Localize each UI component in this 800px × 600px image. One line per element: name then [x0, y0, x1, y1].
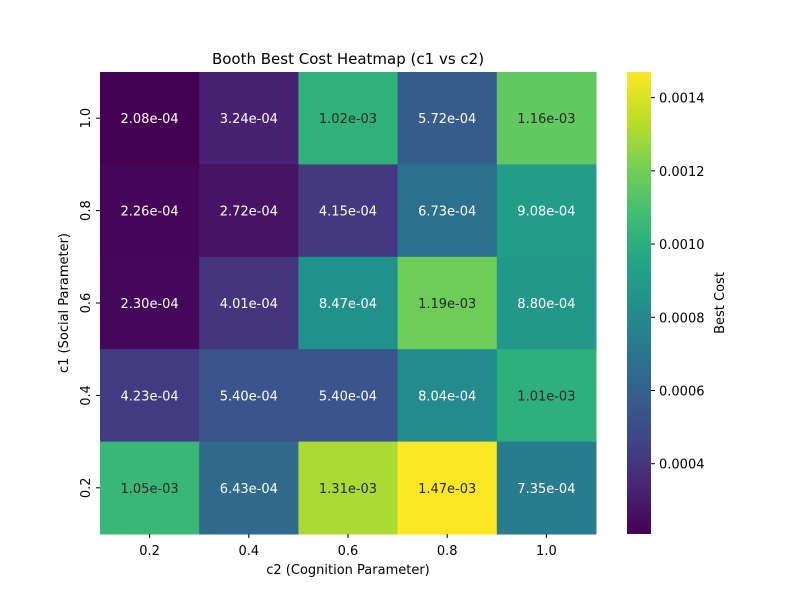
x-axis-ticks: 0.2 0.4 0.6 0.8 1.0	[139, 534, 557, 559]
cell-value-label: 4.23e-04	[121, 389, 179, 404]
heatmap-cell	[100, 349, 200, 443]
y-tick-label: 1.0	[79, 108, 94, 129]
cell-value-label: 5.72e-04	[418, 112, 476, 127]
cell-value-label: 8.47e-04	[319, 297, 377, 312]
cell-value-label: 3.24e-04	[220, 112, 278, 127]
cell-value-label: 4.15e-04	[319, 205, 377, 220]
cell-value-label: 8.80e-04	[517, 297, 575, 312]
heatmap-cell	[199, 441, 299, 535]
cell-value-label: 2.26e-04	[121, 205, 179, 220]
y-tick-label: 0.8	[79, 200, 94, 221]
cell-value-label: 7.35e-04	[517, 482, 575, 497]
heatmap-cell	[298, 72, 399, 165]
heatmap-cells: 2.08e-04 3.24e-04 1.02e-03 5.72e-04 1.16e-03…	[100, 72, 597, 535]
heatmap-cell	[199, 256, 299, 350]
chart-title: Booth Best Cost Heatmap (c1 vs c2)	[212, 50, 484, 68]
colorbar-tick-label: 0.0014	[659, 92, 705, 107]
heatmap-cell	[397, 441, 498, 535]
cell-value-label: 5.40e-04	[319, 389, 377, 404]
heatmap-cell	[298, 256, 399, 350]
heatmap-cell	[397, 256, 498, 350]
x-tick-label: 0.4	[238, 544, 259, 559]
cell-value-label: 9.08e-04	[517, 205, 575, 220]
heatmap-cell	[199, 164, 299, 258]
x-tick-label: 1.0	[536, 544, 557, 559]
x-tick-label: 0.8	[437, 544, 458, 559]
x-tick-label: 0.6	[338, 544, 359, 559]
cell-value-label: 8.04e-04	[418, 389, 476, 404]
cell-value-label: 2.30e-04	[121, 297, 179, 312]
heatmap-cell	[496, 256, 597, 350]
heatmap-cell	[298, 349, 399, 443]
heatmap-cell	[397, 164, 498, 258]
colorbar-ticks: 0.0004 0.0006 0.0008 0.0010 0.0012 0.0014	[651, 92, 705, 473]
heatmap-cell	[496, 164, 597, 258]
cell-value-label: 6.43e-04	[220, 482, 278, 497]
y-tick-label: 0.6	[79, 293, 94, 314]
colorbar-tick-label: 0.0008	[659, 311, 705, 326]
x-tick-label: 0.2	[139, 544, 160, 559]
heatmap-cell	[100, 256, 200, 350]
cell-value-label: 1.05e-03	[121, 482, 179, 497]
colorbar-tick-label: 0.0012	[659, 165, 705, 180]
heatmap-cell	[397, 349, 498, 443]
cell-value-label: 2.72e-04	[220, 205, 278, 220]
y-tick-label: 0.2	[79, 477, 94, 498]
heatmap-cell	[199, 349, 299, 443]
heatmap-cell	[100, 72, 200, 165]
colorbar-tick-label: 0.0006	[659, 384, 705, 399]
cell-value-label: 6.73e-04	[418, 205, 476, 220]
cell-value-label: 5.40e-04	[220, 389, 278, 404]
heatmap-cell	[298, 441, 399, 535]
heatmap-cell	[100, 164, 200, 258]
colorbar-label: Best Cost	[713, 272, 728, 334]
heatmap-cell	[397, 72, 498, 165]
heatmap-cell	[199, 72, 299, 165]
colorbar	[627, 72, 651, 534]
cell-value-label: 1.01e-03	[517, 389, 575, 404]
cell-value-label: 1.16e-03	[517, 112, 575, 127]
cell-value-label: 4.01e-04	[220, 297, 278, 312]
y-tick-label: 0.4	[79, 385, 94, 406]
y-axis-ticks: 1.0 0.8 0.6 0.4 0.2	[79, 108, 100, 498]
heatmap-cell	[298, 164, 399, 258]
cell-value-label: 1.31e-03	[319, 482, 377, 497]
cell-value-label: 2.08e-04	[121, 112, 179, 127]
cell-value-label: 1.02e-03	[319, 112, 377, 127]
cell-value-label: 1.19e-03	[418, 297, 476, 312]
x-axis-label: c2 (Cognition Parameter)	[266, 563, 430, 578]
cell-value-label: 1.47e-03	[418, 482, 476, 497]
y-axis-label: c1 (Social Parameter)	[57, 233, 72, 373]
heatmap-cell	[100, 441, 200, 535]
colorbar-tick-label: 0.0010	[659, 238, 705, 253]
colorbar-tick-label: 0.0004	[659, 458, 705, 473]
heatmap-cell	[496, 72, 597, 165]
heatmap-cell	[496, 349, 597, 443]
heatmap-cell	[496, 441, 597, 535]
